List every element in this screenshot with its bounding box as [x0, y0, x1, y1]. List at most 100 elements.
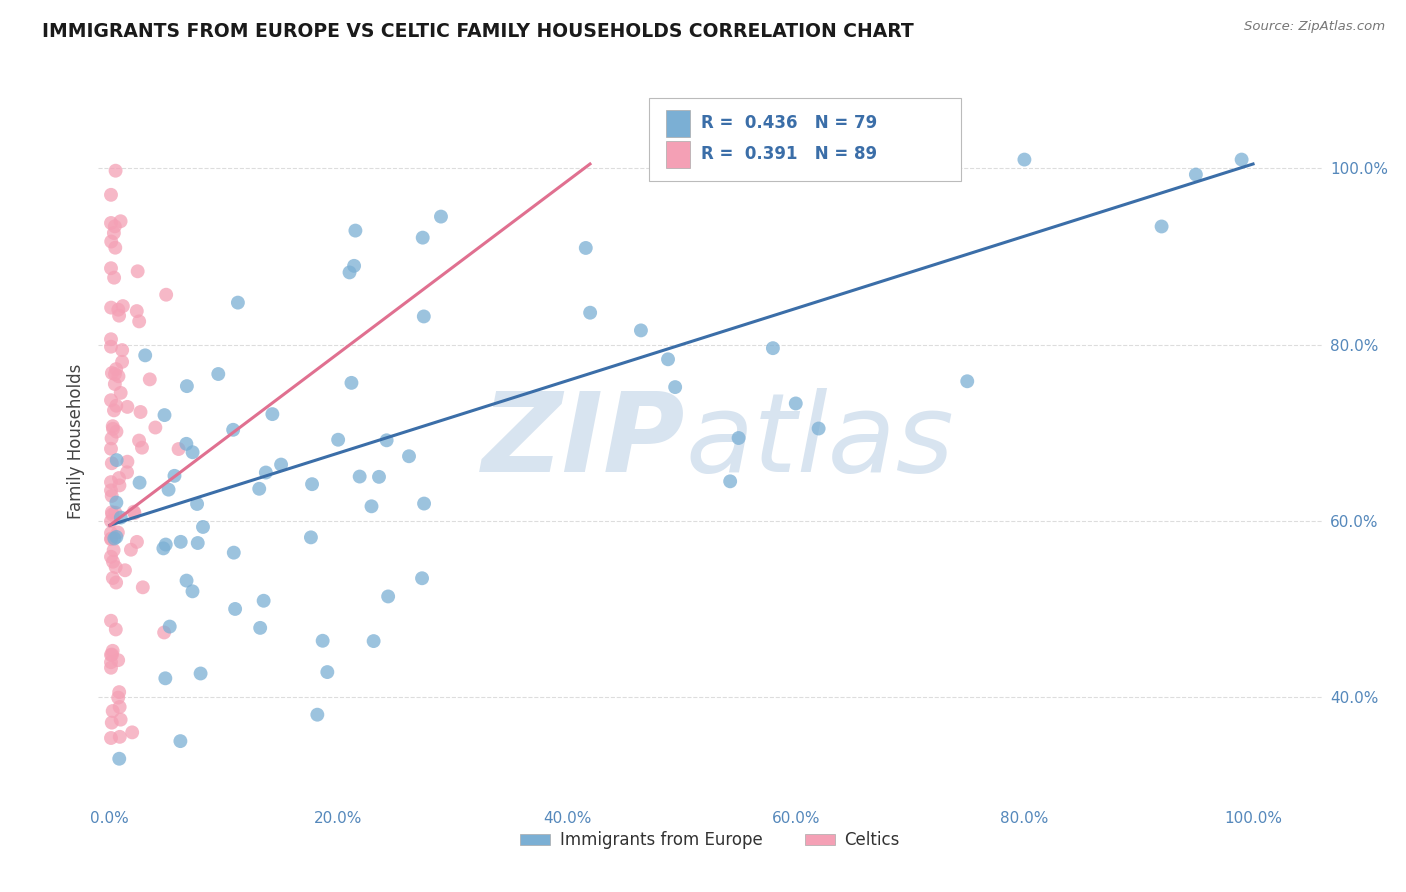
Point — [104, 163, 127, 178]
Point — [104, 367, 127, 381]
Point — [100, 715, 122, 730]
Y-axis label: Family Households: Family Households — [66, 364, 84, 519]
Point — [176, 574, 198, 588]
Point — [110, 510, 132, 524]
Point — [224, 602, 246, 616]
Point — [100, 216, 122, 230]
Point — [139, 372, 162, 386]
Point — [131, 441, 153, 455]
Point — [1150, 219, 1173, 234]
Point — [132, 580, 155, 594]
Point — [157, 483, 180, 497]
Point — [100, 549, 122, 564]
Point — [105, 362, 128, 376]
Point — [103, 270, 125, 285]
Point — [153, 408, 176, 422]
Point — [100, 483, 122, 498]
Point — [100, 489, 122, 503]
Point — [344, 224, 367, 238]
Text: atlas: atlas — [686, 388, 955, 495]
Point — [1230, 153, 1253, 167]
Point — [111, 299, 134, 313]
Point — [101, 508, 124, 522]
Point — [107, 369, 129, 384]
Point — [111, 343, 134, 357]
Point — [718, 475, 741, 489]
Point — [124, 506, 146, 520]
Point — [411, 571, 433, 585]
Point — [120, 542, 142, 557]
Point — [579, 306, 602, 320]
Point — [107, 653, 129, 667]
Point — [107, 525, 129, 540]
Point — [101, 456, 124, 470]
Text: R =  0.436   N = 79: R = 0.436 N = 79 — [702, 114, 877, 132]
Point — [107, 302, 129, 317]
Point — [100, 187, 122, 202]
Point — [187, 536, 209, 550]
Text: IMMIGRANTS FROM EUROPE VS CELTIC FAMILY HOUSEHOLDS CORRELATION CHART: IMMIGRANTS FROM EUROPE VS CELTIC FAMILY … — [42, 22, 914, 41]
Point — [101, 571, 124, 585]
Point — [664, 380, 686, 394]
Point — [101, 422, 124, 436]
Point — [101, 366, 124, 380]
Point — [108, 478, 131, 492]
Point — [181, 584, 204, 599]
Point — [100, 340, 122, 354]
Point — [100, 475, 122, 489]
Point — [311, 633, 333, 648]
Point — [176, 379, 198, 393]
Point — [253, 593, 276, 607]
Point — [413, 497, 436, 511]
Point — [100, 648, 122, 662]
Point — [270, 458, 292, 472]
Point — [155, 287, 177, 301]
Point — [163, 468, 186, 483]
Point — [121, 725, 143, 739]
Point — [108, 730, 131, 744]
Point — [105, 425, 128, 439]
Point — [630, 323, 652, 337]
Point — [100, 514, 122, 528]
Point — [104, 506, 127, 520]
Point — [105, 530, 128, 544]
Text: ZIP: ZIP — [482, 388, 686, 495]
Legend: Immigrants from Europe, Celtics: Immigrants from Europe, Celtics — [513, 824, 907, 856]
Point — [104, 623, 127, 637]
Point — [128, 475, 150, 490]
Point — [100, 332, 122, 346]
Point — [127, 264, 149, 278]
FancyBboxPatch shape — [648, 98, 960, 181]
Point — [363, 634, 385, 648]
Point — [222, 423, 245, 437]
Point — [103, 226, 125, 240]
Point — [100, 393, 122, 408]
Point — [299, 530, 322, 544]
Point — [101, 704, 124, 718]
Point — [181, 445, 204, 459]
Point — [100, 235, 122, 249]
Point — [125, 535, 148, 549]
Point — [100, 532, 122, 546]
Point — [377, 590, 399, 604]
Point — [108, 685, 131, 699]
Point — [360, 500, 382, 514]
Point — [307, 707, 329, 722]
Point — [105, 575, 128, 590]
Point — [412, 310, 434, 324]
Point — [128, 314, 150, 328]
Point — [343, 259, 366, 273]
Point — [117, 455, 139, 469]
Point — [575, 241, 598, 255]
FancyBboxPatch shape — [666, 141, 690, 168]
Point — [155, 537, 177, 551]
Point — [108, 309, 131, 323]
Point — [762, 341, 785, 355]
Text: R =  0.391   N = 89: R = 0.391 N = 89 — [702, 145, 877, 163]
Point — [104, 241, 127, 255]
Point — [169, 734, 191, 748]
Point — [101, 644, 124, 658]
Point — [1185, 168, 1208, 182]
Point — [103, 543, 125, 558]
Point — [153, 625, 176, 640]
